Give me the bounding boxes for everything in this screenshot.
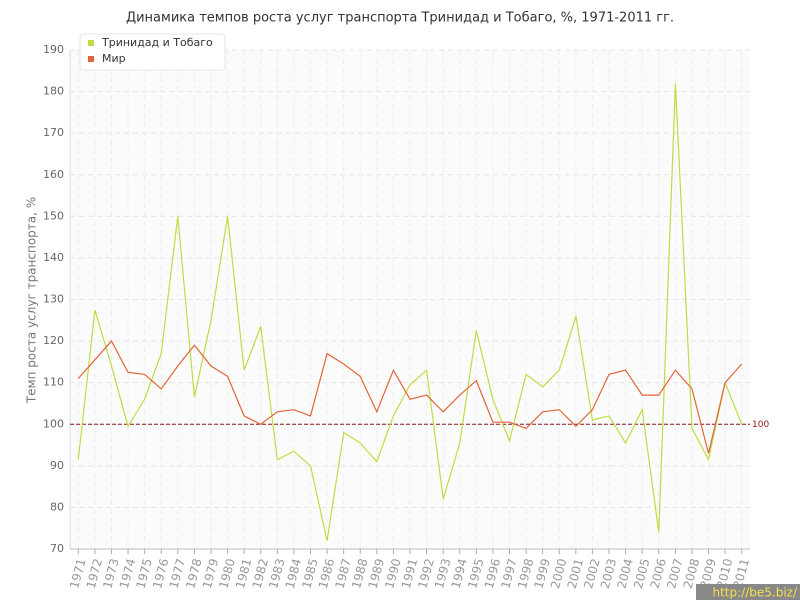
- y-tick-label: 140: [43, 251, 64, 264]
- watermark-bg: [696, 584, 800, 600]
- y-tick-label: 80: [50, 500, 64, 513]
- y-tick-label: 160: [43, 168, 64, 181]
- y-tick-label: 110: [43, 376, 64, 389]
- y-tick-label: 120: [43, 334, 64, 347]
- chart-title: Динамика темпов роста услуг транспорта Т…: [126, 11, 674, 26]
- y-tick-label: 130: [43, 293, 64, 306]
- y-tick-label: 100: [43, 417, 64, 430]
- legend: Тринидад и Тобаго Мир: [79, 33, 226, 71]
- y-tick-label: 180: [43, 85, 64, 98]
- y-tick-label: 70: [50, 542, 64, 555]
- series-line: [77, 340, 743, 454]
- y-axis-label: Темп роста услуг транспорта, %: [25, 197, 39, 404]
- watermark: http://be5.biz/: [712, 586, 797, 600]
- legend-label: Тринидад и Тобаго: [101, 36, 213, 49]
- legend-box: [79, 33, 226, 71]
- y-tick-label: 150: [43, 209, 64, 222]
- reference-label: 100: [752, 420, 769, 430]
- legend-label: Мир: [102, 52, 126, 65]
- series-line: [77, 83, 743, 541]
- legend-swatch: [88, 56, 94, 62]
- y-tick-label: 170: [43, 126, 64, 139]
- legend-swatch: [88, 40, 94, 46]
- y-tick-label: 90: [50, 459, 64, 472]
- y-tick-label: 190: [43, 43, 64, 56]
